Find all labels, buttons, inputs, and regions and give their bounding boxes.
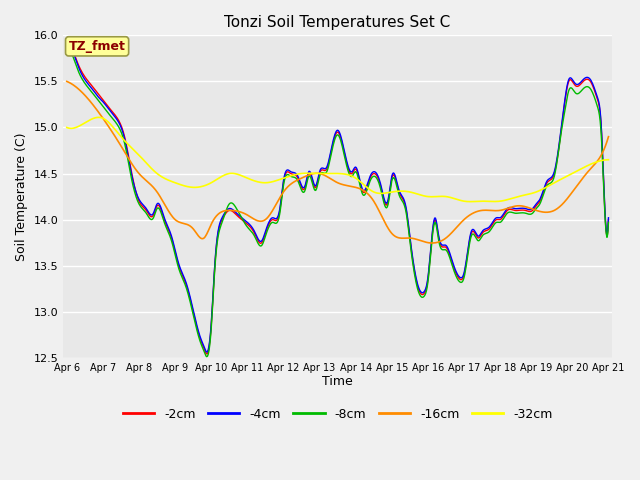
- X-axis label: Time: Time: [323, 375, 353, 388]
- -2cm: [383, 202, 390, 208]
- -4cm: [437, 240, 445, 246]
- -32cm: [182, 183, 190, 189]
- Line: -4cm: -4cm: [67, 44, 609, 352]
- -16cm: [329, 178, 337, 183]
- -32cm: [436, 193, 444, 199]
- -32cm: [95, 115, 102, 120]
- -4cm: [556, 132, 564, 138]
- -8cm: [383, 204, 391, 210]
- -16cm: [205, 227, 213, 232]
- -32cm: [63, 125, 70, 131]
- -16cm: [436, 239, 444, 244]
- -16cm: [182, 221, 189, 227]
- -16cm: [605, 134, 612, 140]
- -32cm: [466, 199, 474, 204]
- Line: -2cm: -2cm: [67, 40, 609, 354]
- -8cm: [605, 219, 612, 225]
- -2cm: [330, 137, 338, 143]
- -2cm: [63, 37, 70, 43]
- -2cm: [203, 351, 211, 357]
- Text: TZ_fmet: TZ_fmet: [68, 40, 125, 53]
- -4cm: [64, 41, 72, 47]
- -8cm: [331, 137, 339, 143]
- Legend: -2cm, -4cm, -8cm, -16cm, -32cm: -2cm, -4cm, -8cm, -16cm, -32cm: [118, 403, 557, 426]
- -32cm: [330, 170, 338, 176]
- -16cm: [556, 204, 563, 210]
- -8cm: [203, 354, 211, 360]
- -32cm: [383, 190, 390, 196]
- Y-axis label: Soil Temperature (C): Soil Temperature (C): [15, 132, 28, 261]
- -32cm: [605, 157, 612, 163]
- -8cm: [207, 335, 214, 341]
- -32cm: [556, 177, 564, 182]
- -8cm: [182, 285, 190, 291]
- Line: -16cm: -16cm: [67, 82, 609, 243]
- -4cm: [383, 200, 391, 205]
- Title: Tonzi Soil Temperatures Set C: Tonzi Soil Temperatures Set C: [225, 15, 451, 30]
- -32cm: [206, 180, 214, 186]
- -2cm: [605, 216, 612, 222]
- -16cm: [429, 240, 436, 246]
- -4cm: [203, 349, 211, 355]
- -8cm: [556, 135, 564, 141]
- Line: -32cm: -32cm: [67, 118, 609, 202]
- -8cm: [437, 245, 445, 251]
- -4cm: [605, 215, 612, 221]
- -4cm: [207, 330, 214, 336]
- -2cm: [182, 280, 189, 286]
- -16cm: [63, 79, 70, 84]
- -8cm: [64, 46, 72, 52]
- -2cm: [436, 240, 444, 246]
- -8cm: [63, 46, 70, 52]
- -4cm: [63, 42, 70, 48]
- -2cm: [206, 339, 214, 345]
- -2cm: [556, 140, 563, 145]
- -16cm: [382, 221, 390, 227]
- -4cm: [182, 281, 190, 287]
- -4cm: [331, 132, 339, 138]
- Line: -8cm: -8cm: [67, 49, 609, 357]
